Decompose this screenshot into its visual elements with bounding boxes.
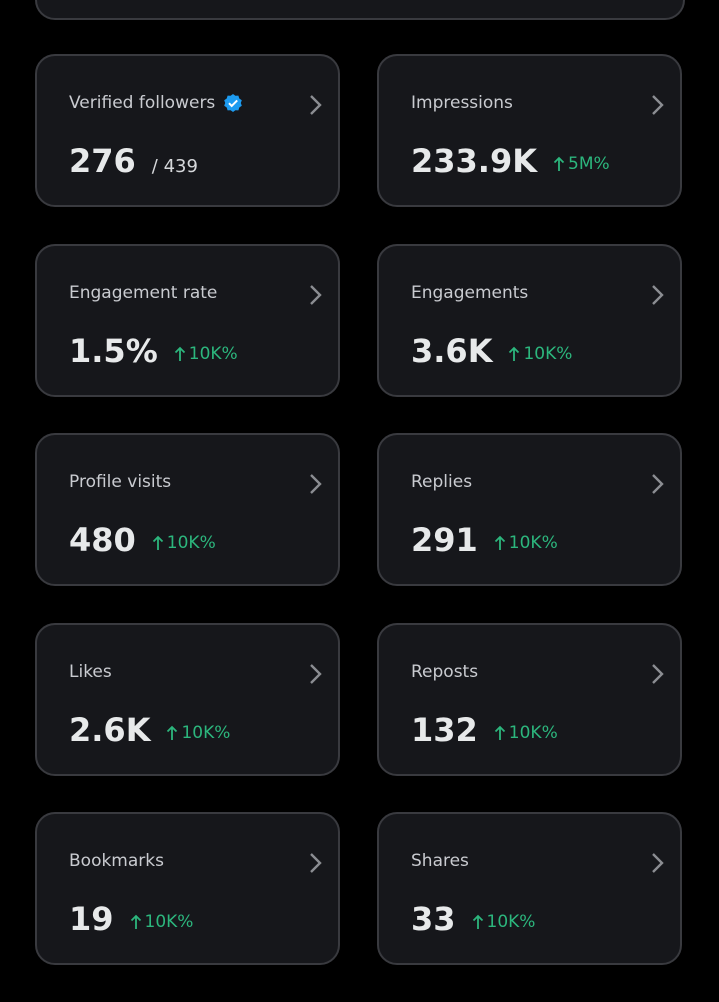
value-row: 33 10K% (411, 900, 535, 938)
stat-total: / 439 (151, 156, 198, 177)
stat-value: 19 (69, 900, 114, 938)
value-row: 132 10K% (411, 711, 558, 749)
stat-card[interactable]: Engagement rate 1.5% 10K% (35, 243, 340, 397)
change-text: 10K% (166, 533, 216, 553)
chevron-icon (310, 284, 322, 305)
chevron-icon (652, 853, 664, 873)
change-text: 10K% (144, 912, 194, 932)
up-arrow (472, 914, 483, 929)
stat-change: 10K% (508, 344, 572, 364)
chevron-icon (310, 95, 322, 115)
previous-card (35, 0, 685, 20)
change-text: 10K% (188, 343, 238, 364)
up-arrow (174, 346, 185, 361)
stat-card[interactable]: Verified followers 276 / 439 (35, 54, 340, 207)
chevron-icon (310, 853, 322, 873)
stat-value: 132 (411, 710, 478, 749)
card-label-wrap: Likes (69, 662, 112, 682)
stat-value: 233.9K (411, 142, 538, 180)
stat-change: 10K% (174, 344, 238, 364)
card-label: Engagements (411, 282, 529, 303)
stat-card[interactable]: Engagements 3.6K 10K% (377, 243, 682, 397)
card-label: Replies (411, 472, 473, 492)
stat-change: 10K% (130, 912, 194, 932)
stat-value: 2.6K (69, 710, 151, 749)
stat-change: 10K% (152, 533, 216, 553)
up-arrow (494, 535, 505, 550)
card-label: Impressions (411, 93, 513, 113)
stat-card[interactable]: Reposts 132 10K% (377, 622, 682, 776)
card-label-wrap: Reposts (411, 662, 478, 682)
up-arrow (130, 914, 141, 929)
verified-badge (224, 94, 243, 112)
value-row: 233.9K 5M% (411, 142, 610, 180)
up-arrow (553, 156, 565, 171)
stat-card[interactable]: Profile visits 480 10K% (35, 433, 340, 586)
card-label-wrap: Impressions (411, 93, 513, 113)
card-label-wrap: Profile visits (69, 472, 171, 492)
stat-value: 291 (411, 521, 478, 559)
chevron-icon (310, 474, 322, 494)
stat-value: 480 (69, 521, 136, 559)
up-arrow (167, 725, 178, 740)
value-row: 2.6K 10K% (69, 711, 230, 749)
up-arrow (152, 535, 163, 550)
stat-card[interactable]: Bookmarks 19 10K% (35, 812, 340, 965)
card-label: Reposts (411, 661, 479, 682)
chevron-icon (310, 663, 322, 684)
stat-card[interactable]: Impressions 233.9K 5M% (377, 54, 682, 207)
up-arrow (494, 725, 505, 740)
chevron-icon (652, 284, 664, 305)
value-row: 19 10K% (69, 900, 193, 938)
stat-change: 10K% (166, 723, 230, 743)
change-text: 10K% (486, 912, 536, 932)
stat-change: 10K% (494, 723, 558, 743)
card-label-wrap: Replies (411, 472, 472, 492)
card-label: Shares (411, 851, 469, 871)
stat-value: 276 (69, 142, 136, 180)
stat-change: 10K% (494, 533, 558, 553)
chevron-icon (652, 95, 664, 115)
card-label: Verified followers (69, 93, 216, 113)
stat-value: 33 (411, 900, 456, 938)
up-arrow (509, 346, 520, 361)
card-label: Bookmarks (69, 851, 164, 871)
stat-value: 3.6K (411, 331, 493, 370)
card-label: Profile visits (69, 472, 172, 492)
card-label: Engagement rate (69, 282, 218, 303)
chevron-icon (652, 474, 664, 494)
value-row: 291 10K% (411, 521, 558, 559)
card-label: Likes (69, 661, 112, 682)
stat-card[interactable]: Replies 291 10K% (377, 433, 682, 586)
value-row: 1.5% 10K% (69, 332, 238, 370)
card-label-wrap: Verified followers (69, 93, 243, 113)
stat-card[interactable]: Likes 2.6K 10K% (35, 622, 340, 776)
card-label-wrap: Shares (411, 851, 469, 871)
change-text: 5M% (568, 154, 610, 174)
card-label-wrap: Bookmarks (69, 851, 164, 871)
card-label-wrap: Engagement rate (69, 283, 217, 303)
value-row: 480 10K% (69, 521, 216, 559)
change-text: 10K% (523, 343, 573, 364)
value-row: 276 / 439 (69, 142, 198, 180)
card-label-wrap: Engagements (411, 283, 528, 303)
stat-card[interactable]: Shares 33 10K% (377, 812, 682, 965)
change-text: 10K% (508, 533, 558, 553)
stat-change: 10K% (472, 912, 536, 932)
stat-change: 5M% (553, 154, 610, 174)
value-row: 3.6K 10K% (411, 332, 572, 370)
change-text: 10K% (508, 722, 558, 743)
chevron-icon (652, 663, 664, 684)
change-text: 10K% (181, 722, 231, 743)
stat-value: 1.5% (69, 331, 158, 370)
